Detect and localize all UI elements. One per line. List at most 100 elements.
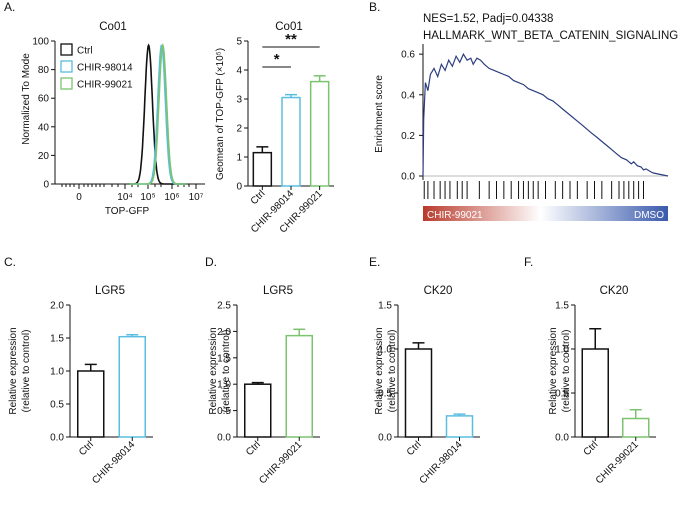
bar	[118, 335, 146, 438]
legend-swatch	[60, 77, 73, 90]
y-tick-label: 0.0	[555, 433, 569, 444]
y-tick-label: 0.0	[401, 172, 415, 183]
y-tick-label: 1.0	[217, 380, 231, 391]
bar	[309, 80, 330, 187]
enrichment-curve	[422, 52, 669, 177]
y-tick-label: 1.5	[217, 353, 231, 364]
category-label: CHIR-99021	[257, 439, 304, 486]
panel-letter-f: F.	[524, 255, 533, 269]
legend-label: Ctrl	[77, 46, 93, 57]
y-tick-label: 2.0	[217, 327, 231, 338]
significance-label: *	[274, 51, 280, 68]
category-label: Ctrl	[582, 439, 601, 458]
geomean-title: Co01	[275, 21, 303, 33]
y-tick-label: 60	[38, 94, 50, 105]
bar	[285, 334, 313, 438]
y-tick-label: 0.4	[401, 90, 415, 101]
y-tick-label: 2.0	[50, 301, 64, 312]
panel-title: LGR5	[263, 285, 293, 297]
panel-title: CK20	[424, 285, 453, 297]
bar	[404, 348, 433, 438]
y-tick-label: 0.0	[378, 433, 392, 444]
y-tick-label: 20	[38, 151, 50, 162]
y-tick-label: 1	[236, 153, 242, 164]
y-tick-label: 0	[43, 180, 49, 191]
gsea-right-label: DMSO	[634, 210, 664, 221]
y-tick-label: 0	[236, 182, 242, 193]
y-tick-label: 1.0	[50, 367, 64, 378]
panel-b-gsea-plot: NES=1.52, Padj=0.04338 HALLMARK_WNT_BETA…	[374, 13, 678, 221]
gsea-left-label: CHIR-99021	[427, 210, 483, 221]
y-tick-label: 0.0	[217, 433, 231, 444]
y-tick-label: 3	[236, 95, 242, 106]
panel-letter-a: A.	[4, 0, 15, 14]
panel-letter-c: C.	[4, 255, 16, 269]
category-label: CHIR-99021	[594, 439, 641, 486]
y-tick-label: 1.0	[378, 345, 392, 356]
y-tick-label: 80	[38, 65, 50, 76]
x-tick-label: 10⁷	[189, 192, 204, 203]
y-axis-label-sub: (relative to control)	[21, 330, 32, 413]
y-tick-label: 1.5	[378, 301, 392, 312]
y-tick-label: 1.0	[555, 345, 569, 356]
y-tick-label: 0.5	[50, 400, 64, 411]
y-tick-label: 40	[38, 122, 50, 133]
panel-c-lgr5-98014: LGR5 Relative expression (relative to cont…	[8, 285, 153, 486]
y-axis-label: Relative expression	[208, 327, 219, 414]
bar	[244, 383, 272, 438]
panel-a-geomean-bar-chart: Co01 Geomean of TOP-GFP (×10⁵) 0 1 2 3 4 5 Ctr…	[215, 21, 334, 235]
x-tick-label: 10⁴	[117, 192, 132, 203]
gsea-plot-area: 0.0 0.2 0.4 0.6	[401, 44, 669, 199]
significance-label: **	[285, 31, 297, 48]
y-tick-label: 1.5	[555, 301, 569, 312]
legend-swatch	[60, 60, 73, 73]
y-tick-label: 0.6	[401, 50, 415, 61]
category-label: CHIR-98014	[90, 439, 137, 486]
category-label: Ctrl	[77, 439, 96, 458]
bar	[77, 370, 105, 438]
y-tick-label: 0.2	[401, 131, 415, 142]
category-label: CHIR-98014	[418, 439, 465, 486]
x-tick-label: 10⁵	[140, 192, 155, 203]
gsea-rank-gradient	[423, 206, 668, 221]
panel-d-lgr5-99021: LGR5 Relative expression (relative to cont…	[208, 285, 320, 486]
gsea-title: HALLMARK_WNT_BETA_CATENIN_SIGNALING	[423, 30, 678, 42]
bar	[622, 417, 650, 438]
panel-title: CK20	[600, 285, 629, 297]
y-tick-label: 100	[32, 37, 49, 48]
y-tick-label: 0.5	[555, 389, 569, 400]
y-axis-label-sub: (relative to control)	[387, 330, 398, 413]
category-label: Ctrl	[405, 439, 424, 458]
panel-letter-d: D.	[205, 255, 217, 269]
bar	[581, 348, 609, 438]
y-tick-label: 2.5	[217, 301, 231, 312]
y-tick-label: 5	[236, 37, 242, 48]
y-tick-label: 0.5	[217, 406, 231, 417]
y-tick-label: 2	[236, 124, 242, 135]
bar	[252, 151, 273, 187]
histogram-curve	[129, 43, 187, 185]
x-tick-label: 10⁶	[164, 192, 179, 203]
flow-plot-area: 0 20 40 60 80 100 0 10⁴ 10⁵ 10⁶ 10⁷	[32, 37, 205, 203]
y-tick-label: 1.5	[50, 334, 64, 345]
gsea-stat: NES=1.52, Padj=0.04338	[423, 13, 553, 25]
flow-y-label: Normalized To Mode	[21, 53, 32, 145]
geomean-y-label: Geomean of TOP-GFP (×10⁵)	[215, 48, 226, 180]
legend-swatch	[60, 43, 73, 56]
panel-f-ck20-99021: CK20 Relative expression (relative to cont…	[548, 285, 656, 486]
panel-title: LGR5	[95, 285, 125, 297]
y-axis-label: Relative expression	[548, 327, 559, 414]
y-axis-label: Relative expression	[8, 327, 19, 414]
y-tick-label: 0.5	[378, 389, 392, 400]
legend-label: CHIR-99021	[77, 80, 133, 91]
panel-letter-e: E.	[369, 255, 380, 269]
flow-legend: Ctrl CHIR-98014 CHIR-99021	[60, 43, 133, 91]
legend-label: CHIR-98014	[77, 63, 133, 74]
y-axis-label: Relative expression	[374, 327, 385, 414]
y-tick-label: 4	[236, 66, 242, 77]
y-axis-label-sub: (relative to control)	[561, 330, 572, 413]
flow-x-label: TOP-GFP	[105, 206, 150, 217]
panel-e-ck20-98014: CK20 Relative expression (relative to cont…	[374, 285, 480, 486]
